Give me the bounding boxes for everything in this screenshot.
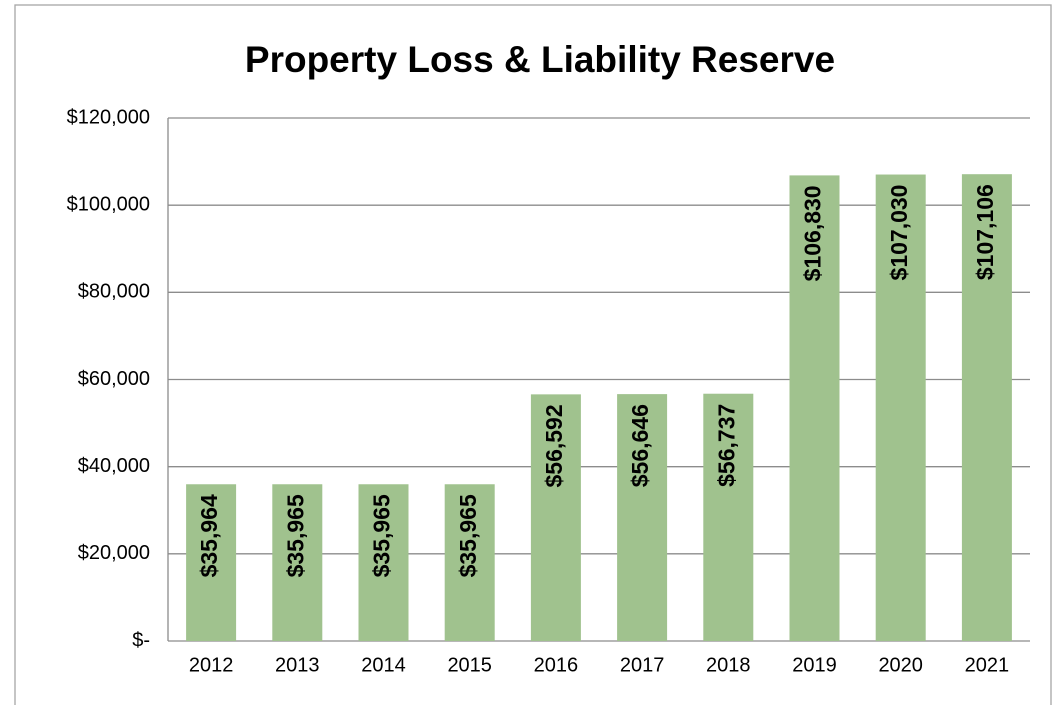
x-tick-label: 2012	[189, 654, 234, 676]
x-tick-label: 2013	[275, 654, 320, 676]
bar	[358, 484, 409, 641]
bar	[875, 174, 926, 641]
x-tick-label: 2018	[706, 654, 751, 676]
bar	[272, 484, 323, 641]
y-tick-label: $-	[132, 629, 150, 651]
data-label: $35,965	[282, 494, 308, 577]
data-label: $56,646	[627, 404, 653, 487]
y-tick-label: $80,000	[78, 281, 150, 303]
data-label: $107,030	[886, 185, 912, 281]
x-tick-label: 2014	[361, 654, 406, 676]
chart-title: Property Loss & Liability Reserve	[245, 39, 835, 80]
x-tick-label: 2017	[620, 654, 665, 676]
x-tick-label: 2021	[965, 654, 1010, 676]
bar	[617, 394, 668, 641]
bar	[186, 484, 237, 641]
y-tick-label: $20,000	[78, 542, 150, 564]
x-tick-label: 2019	[792, 654, 837, 676]
chart-border	[14, 4, 1052, 705]
data-label: $35,965	[455, 494, 481, 577]
x-tick-label: 2015	[447, 654, 492, 676]
data-label: $35,964	[196, 494, 222, 577]
bar	[789, 175, 840, 642]
bar	[703, 393, 754, 641]
bar	[961, 174, 1012, 641]
y-tick-label: $40,000	[78, 455, 150, 477]
y-tick-label: $120,000	[67, 106, 150, 128]
data-label: $35,965	[369, 494, 395, 577]
data-label: $107,106	[972, 184, 998, 280]
y-tick-label: $100,000	[67, 193, 150, 215]
y-tick-label: $60,000	[78, 368, 150, 390]
data-label: $56,592	[541, 404, 567, 487]
data-label: $56,737	[713, 404, 739, 487]
x-tick-label: 2016	[534, 654, 579, 676]
bar	[530, 394, 581, 641]
data-label: $106,830	[800, 185, 826, 281]
x-tick-label: 2020	[878, 654, 923, 676]
bar	[444, 484, 495, 641]
